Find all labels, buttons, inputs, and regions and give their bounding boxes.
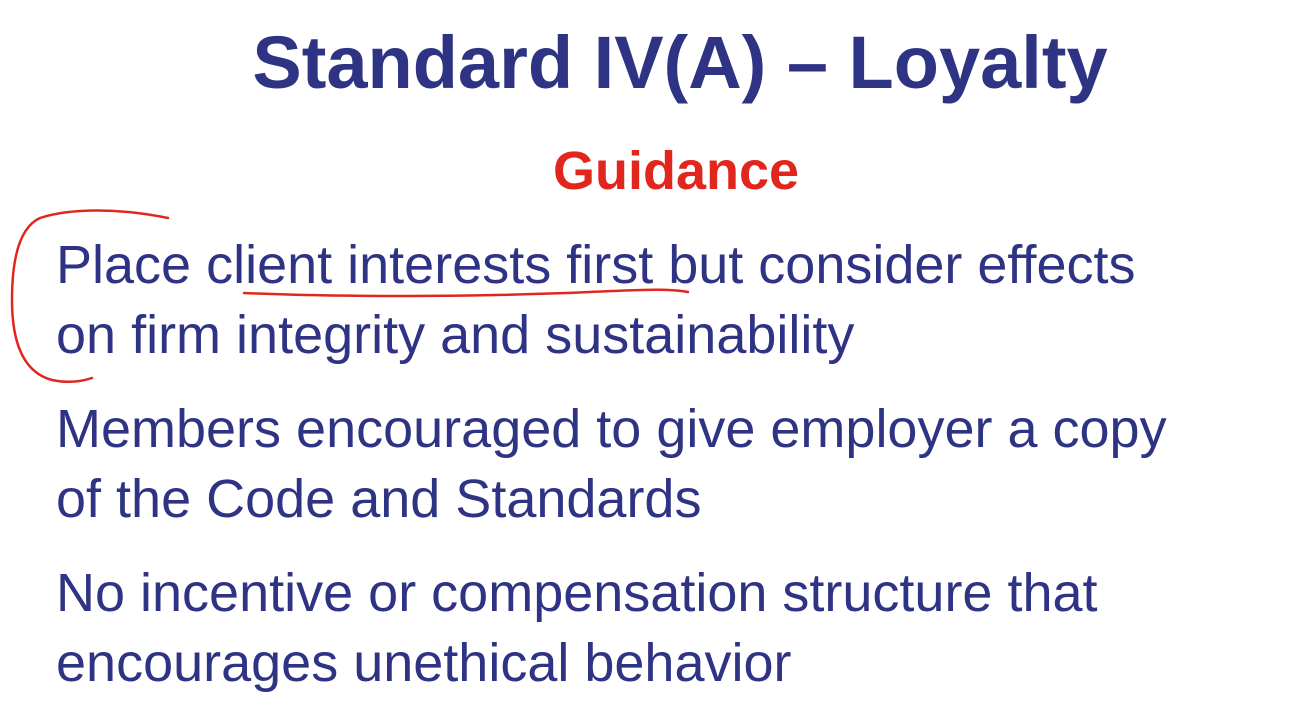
bullet-line: No incentive or compensation structure t…	[56, 563, 1098, 623]
slide-subtitle: Guidance	[552, 141, 800, 201]
bullet-line: Members encouraged to give employer a co…	[56, 399, 1167, 459]
bullet-line: on firm integrity and sustainability	[56, 305, 855, 365]
bullet-line: of the Code and Standards	[56, 469, 702, 529]
bullet-line: Place client interests first but conside…	[56, 235, 1136, 295]
bullet-item: Members encouraged to give employer a co…	[56, 394, 1286, 534]
bullet-item: Place client interests first but conside…	[56, 230, 1286, 370]
bullet-line: encourages unethical behavior	[56, 633, 792, 693]
bullet-item: No incentive or compensation structure t…	[56, 558, 1286, 698]
slide-title: Standard IV(A) – Loyalty	[252, 21, 1108, 104]
